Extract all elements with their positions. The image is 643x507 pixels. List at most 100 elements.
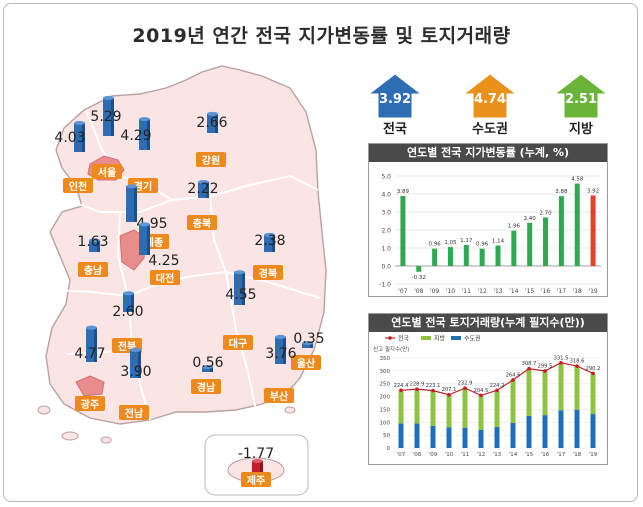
x-tick-label: '15: [525, 288, 534, 295]
rate-value-label: 1.05: [444, 240, 457, 246]
region-name: 인천: [69, 180, 87, 193]
rate-value-label: 4.58: [571, 177, 584, 183]
region-bar: [74, 122, 82, 152]
region-name: 대구: [229, 337, 247, 350]
volume-chart-panel: 연도별 전국 토지거래량(누계 필지수(만)) 전국 지방 수도권 신고 필지수(만)…: [368, 313, 608, 465]
region-bar: [198, 182, 206, 198]
total-value-label: 204.5: [474, 388, 489, 394]
summary-value: 3.92: [378, 92, 412, 107]
rate-value-label: -0.32: [412, 275, 426, 281]
region-name: 광주: [81, 399, 99, 411]
outer-frame: [3, 3, 638, 502]
x-tick-label: '19: [588, 288, 597, 295]
total-value-label: 299.5: [538, 363, 553, 369]
region-bar-top: [202, 365, 213, 369]
region-value: 4.77: [74, 346, 105, 362]
summary-local-icon: 2.51: [553, 72, 609, 120]
x-tick-label: '10: [445, 452, 454, 458]
summary-label: 수도권: [472, 122, 508, 137]
region-value: -1.77: [238, 446, 274, 462]
capital-bar: [526, 415, 532, 448]
local-bar: [414, 389, 420, 424]
region-bar: [139, 119, 147, 150]
y-axis-label: 신고 필지수(만): [373, 345, 409, 353]
region-name: 충북: [193, 217, 211, 230]
region-tag: [187, 215, 217, 230]
rate-bar: [416, 266, 422, 272]
rate-bar: [432, 248, 438, 266]
total-point: [575, 364, 579, 368]
rate-value-label: 0.96: [428, 242, 441, 248]
total-point: [495, 388, 499, 393]
region-bar-side: [94, 327, 97, 362]
local-bar: [446, 394, 452, 428]
region-tag: [241, 472, 271, 487]
region-bar: [89, 240, 97, 252]
capital-bar: [510, 422, 516, 448]
region-bar-top: [74, 120, 85, 125]
total-point: [527, 366, 531, 371]
legend-label: 지방: [434, 335, 446, 343]
rate-bar: [511, 230, 517, 266]
region-name: 서울: [98, 166, 116, 179]
y-tick-label: 250: [380, 382, 391, 388]
rate-bar: [400, 195, 406, 266]
capital-bar: [574, 409, 580, 448]
region-value: 3.76: [265, 346, 296, 362]
rate-chart: 5.0 4.0 3.0 2.0 1.0 0.0 -1.0 3.89 '07 -0.32 '08 0.9…: [379, 174, 601, 295]
x-tick-label: '19: [589, 452, 598, 458]
x-tick-label: '13: [493, 288, 502, 295]
x-tick-label: '14: [509, 288, 518, 295]
x-tick-label: '09: [429, 452, 438, 458]
total-value-label: 318.6: [570, 359, 585, 365]
legend-swatch: [421, 336, 431, 340]
x-tick-label: '11: [461, 452, 470, 458]
legend-swatch: [451, 336, 461, 340]
x-tick-label: '12: [478, 288, 487, 295]
region-bar: [202, 367, 210, 372]
y-tick-label: 5.0: [381, 174, 391, 181]
region-name: 부산: [270, 390, 289, 403]
region-tag: [119, 405, 149, 420]
x-tick-label: '11: [462, 288, 471, 295]
capital-bar: [414, 423, 420, 448]
x-tick-label: '16: [541, 452, 550, 458]
summary-national-icon: 3.92: [367, 72, 423, 120]
total-value-label: 331.5: [554, 355, 569, 361]
y-tick-label: 0: [387, 446, 391, 452]
region-bar-top: [275, 334, 286, 339]
total-point: [559, 360, 563, 365]
local-bar: [542, 370, 548, 416]
region-bar: [252, 461, 260, 474]
legend-label: 수도권: [464, 335, 481, 343]
region-tag: [78, 262, 108, 277]
capital-bar: [398, 423, 404, 448]
region-bar-top: [123, 291, 134, 296]
region-bar-side: [131, 293, 134, 312]
region-bar-top: [207, 111, 218, 116]
region-bar: [139, 224, 147, 255]
total-point: [479, 393, 483, 398]
rate-bar: [463, 244, 469, 266]
rate-bar: [558, 196, 564, 266]
region-value: 1.63: [77, 234, 108, 250]
rate-value-label: 2.40: [524, 216, 537, 222]
region-bar-side: [260, 461, 263, 474]
total-value-label: 308.7: [522, 361, 537, 367]
y-tick-label: 350: [380, 356, 391, 362]
total-value-label: 290.2: [586, 366, 601, 372]
region-bar-top: [89, 238, 100, 243]
local-bar: [398, 390, 404, 424]
region-name: 전남: [125, 407, 144, 420]
x-tick-label: '13: [493, 452, 502, 458]
y-tick-label: 4.0: [381, 192, 391, 199]
region-bar-side: [134, 186, 137, 222]
region-bar: [207, 113, 215, 133]
local-bar: [526, 368, 532, 416]
total-value-label: 228.9: [410, 382, 425, 388]
region-tag: [191, 379, 221, 394]
region-tag: [253, 265, 283, 280]
region-bar: [234, 272, 242, 305]
summary-label: 전국: [383, 122, 407, 137]
